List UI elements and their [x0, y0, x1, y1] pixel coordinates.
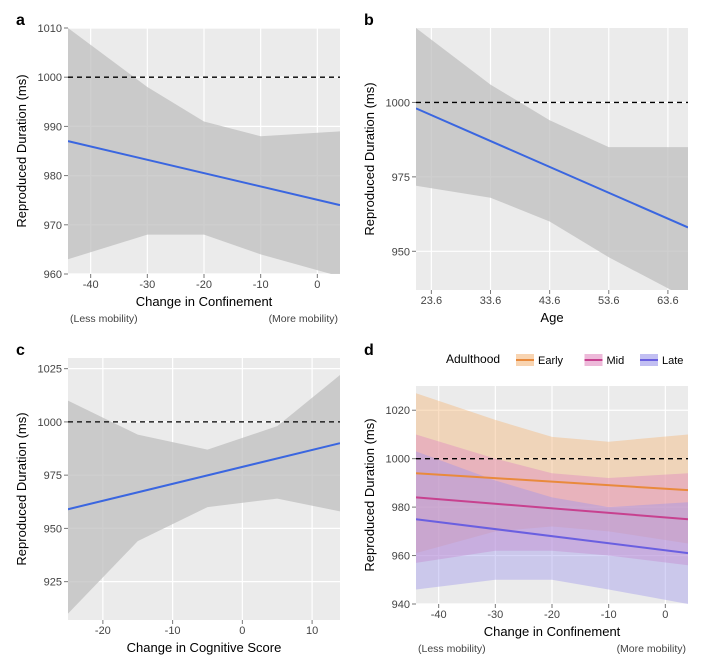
- panel-b-label: b: [364, 12, 374, 30]
- svg-text:960: 960: [44, 269, 62, 281]
- svg-text:Reproduced Duration (ms): Reproduced Duration (ms): [362, 418, 377, 571]
- svg-text:960: 960: [392, 550, 410, 562]
- svg-text:1020: 1020: [386, 405, 410, 417]
- svg-text:970: 970: [44, 220, 62, 232]
- svg-text:925: 925: [44, 576, 62, 588]
- svg-text:43.6: 43.6: [539, 295, 560, 307]
- svg-text:-10: -10: [165, 625, 181, 637]
- svg-text:975: 975: [392, 172, 410, 184]
- panel-d-label: d: [364, 342, 374, 360]
- svg-text:1025: 1025: [38, 363, 62, 375]
- panel-c: c -20 -10 0 10 925 950 975 1000 1025 Change in Co…: [10, 340, 350, 662]
- svg-text:1010: 1010: [38, 23, 62, 35]
- svg-text:Change in Confinement: Change in Confinement: [136, 294, 273, 309]
- svg-text:0: 0: [662, 609, 668, 621]
- svg-text:975: 975: [44, 470, 62, 482]
- svg-text:10: 10: [306, 625, 318, 637]
- svg-text:950: 950: [44, 523, 62, 535]
- svg-text:(More mobility): (More mobility): [269, 313, 338, 325]
- panel-a-label: a: [16, 12, 25, 30]
- svg-text:0: 0: [239, 625, 245, 637]
- svg-text:33.6: 33.6: [480, 295, 501, 307]
- svg-text:990: 990: [44, 121, 62, 133]
- svg-text:1000: 1000: [38, 416, 62, 428]
- svg-text:63.6: 63.6: [657, 295, 678, 307]
- svg-text:-20: -20: [544, 609, 560, 621]
- svg-text:-40: -40: [83, 279, 99, 291]
- svg-text:Change in Confinement: Change in Confinement: [484, 624, 621, 639]
- panel-d: d -40 -30 -20 -10 0 940 960 980 1000 1020 Change i…: [358, 340, 698, 662]
- svg-text:Reproduced Duration (ms): Reproduced Duration (ms): [362, 82, 377, 235]
- svg-text:(Less mobility): (Less mobility): [418, 643, 486, 655]
- panel-b: b 23.6 33.6 43.6 53.6 63.6 950 975 1000 Age Repro…: [358, 10, 698, 332]
- svg-text:53.6: 53.6: [598, 295, 619, 307]
- svg-text:980: 980: [392, 502, 410, 514]
- svg-text:Early: Early: [538, 355, 564, 367]
- svg-text:1000: 1000: [38, 72, 62, 84]
- svg-text:Age: Age: [540, 310, 563, 325]
- svg-text:-30: -30: [139, 279, 155, 291]
- svg-text:980: 980: [44, 171, 62, 183]
- svg-text:940: 940: [392, 599, 410, 611]
- chart-grid: a -40-30-20-10096097098099010001010Chang…: [10, 10, 698, 661]
- svg-text:-20: -20: [95, 625, 111, 637]
- svg-text:1000: 1000: [386, 453, 410, 465]
- svg-text:-10: -10: [253, 279, 269, 291]
- svg-text:Adulthood: Adulthood: [446, 352, 500, 366]
- svg-text:Change in Cognitive Score: Change in Cognitive Score: [127, 640, 282, 655]
- svg-text:Late: Late: [662, 355, 683, 367]
- svg-text:23.6: 23.6: [421, 295, 442, 307]
- svg-text:Reproduced Duration (ms): Reproduced Duration (ms): [14, 412, 29, 565]
- svg-text:-20: -20: [196, 279, 212, 291]
- svg-text:-40: -40: [431, 609, 447, 621]
- svg-text:1000: 1000: [386, 97, 410, 109]
- svg-text:(Less mobility): (Less mobility): [70, 313, 138, 325]
- panel-a: a -40 -30 -20 -10 0 960 970 980 990 1000 1010 Chang…: [10, 10, 350, 332]
- svg-text:0: 0: [314, 279, 320, 291]
- svg-text:-10: -10: [601, 609, 617, 621]
- svg-text:-30: -30: [487, 609, 503, 621]
- svg-text:Mid: Mid: [607, 355, 625, 367]
- svg-text:(More mobility): (More mobility): [617, 643, 686, 655]
- svg-text:950: 950: [392, 246, 410, 258]
- panel-c-label: c: [16, 342, 25, 360]
- svg-text:Reproduced Duration (ms): Reproduced Duration (ms): [14, 74, 29, 227]
